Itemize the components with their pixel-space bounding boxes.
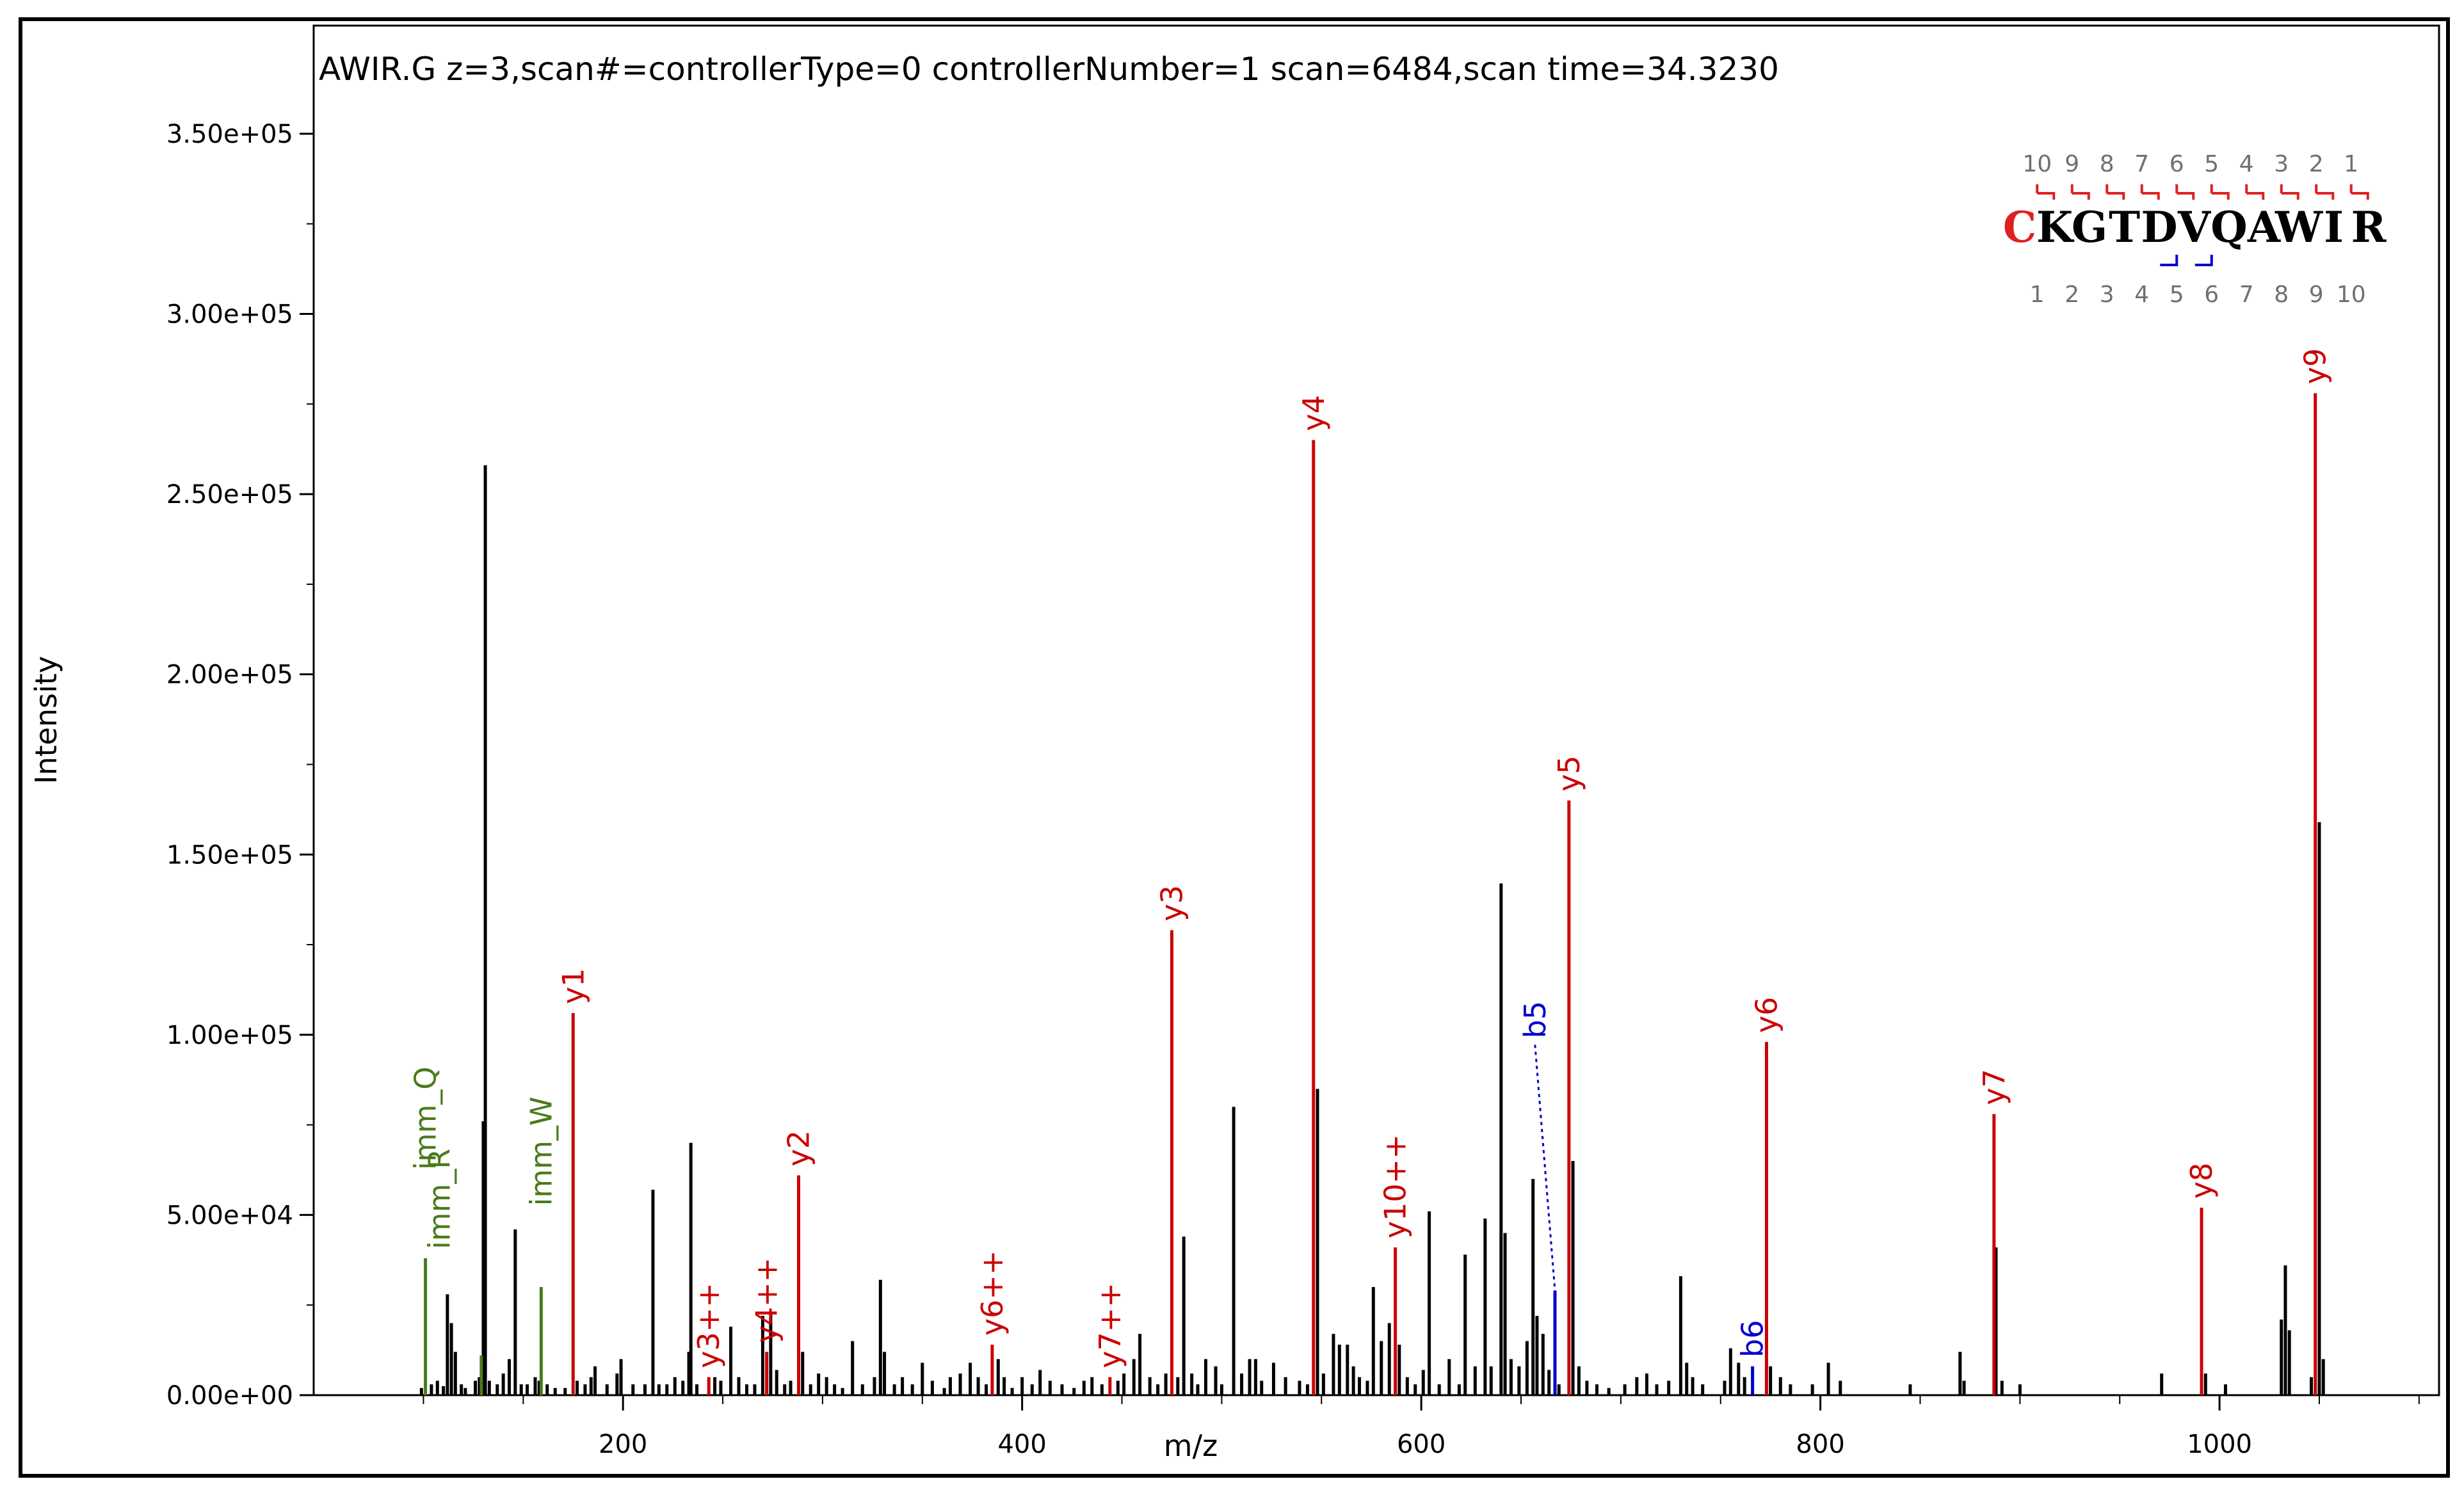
- x-tick-label: 400: [997, 1430, 1046, 1459]
- peak-label-y3++: y3++: [691, 1283, 726, 1368]
- b-ion-number: 5: [2170, 282, 2184, 308]
- peak-label-y7: y7: [1977, 1069, 2011, 1105]
- peak-label-y4: y4: [1296, 395, 1331, 431]
- y-tick-label: 5.00e+04: [166, 1201, 293, 1230]
- peak-label-b5: b5: [1518, 1001, 1552, 1038]
- b-ion-number: 3: [2100, 282, 2114, 308]
- sequence-residue: Q: [2210, 202, 2248, 252]
- frame-border: [19, 17, 2450, 1478]
- sequence-residue: I: [2324, 202, 2344, 252]
- peptide-sequence-map: C KG T D V Q AW I R10 9 8 7 6 5 4 3 2 11 2 3 4 5 6 7 8 9 10: [2003, 151, 2387, 308]
- y-ion-cleavage-mark: [2210, 184, 2230, 200]
- y-ion-cleavage-mark: [2106, 184, 2125, 200]
- b-ion-number: 10: [2337, 282, 2366, 308]
- y-ion-cleavage-mark: [2349, 184, 2369, 200]
- y-ion-cleavage-mark: [2315, 184, 2335, 200]
- sequence-residue: A: [2247, 202, 2281, 252]
- y-axis: 0.00e+00 5.00e+04 1.00e+05 1.50e+05 2.00e+05…: [166, 120, 314, 1411]
- sequence-residue: T: [2109, 202, 2140, 252]
- y-tick-label: 3.50e+05: [166, 120, 293, 149]
- peaks-layer: [419, 393, 2325, 1395]
- y-ion-cleavage-mark: [2280, 184, 2299, 200]
- y-tick-label: 2.00e+05: [166, 660, 293, 690]
- y-tick-label: 1.00e+05: [166, 1021, 293, 1050]
- sequence-residue: V: [2177, 202, 2212, 252]
- peak-label-y2: y2: [782, 1130, 816, 1167]
- peak-label-y4++: y4++: [750, 1258, 784, 1343]
- y-ion-number: 6: [2170, 151, 2184, 177]
- sequence-residue: W: [2275, 202, 2323, 252]
- x-axis: 200 400 600 800 1000: [423, 1395, 2420, 1459]
- y-tick-label: 2.50e+05: [166, 480, 293, 509]
- y-ion-cleavage-mark: [2036, 184, 2056, 200]
- sequence-residue: D: [2141, 202, 2177, 252]
- y-tick-label: 1.50e+05: [166, 840, 293, 870]
- peak-label-y6: y6: [1749, 997, 1784, 1034]
- b-ion-number: 9: [2309, 282, 2324, 308]
- peak-label-imm_Q: imm_Q: [408, 1066, 443, 1170]
- y-tick-label: 3.00e+05: [166, 300, 293, 330]
- y-ion-number: 7: [2134, 151, 2149, 177]
- x-tick-label: 600: [1397, 1430, 1445, 1459]
- peak-label-y8: y8: [2184, 1163, 2219, 1199]
- y-ion-number: 9: [2065, 151, 2079, 177]
- y-ion-number: 1: [2344, 151, 2358, 177]
- peak-label-y6++: y6++: [975, 1251, 1010, 1336]
- x-tick-label: 200: [599, 1430, 647, 1459]
- b-ion-number: 4: [2134, 282, 2149, 308]
- x-tick-label: 1000: [2187, 1430, 2252, 1459]
- peak-label-y1: y1: [556, 968, 590, 1005]
- y-ion-number: 10: [2022, 151, 2052, 177]
- y-ion-cleavage-mark: [2245, 184, 2265, 200]
- x-tick-label: 800: [1796, 1430, 1844, 1459]
- y-tick-label: 0.00e+00: [166, 1381, 293, 1411]
- peak-label-imm_R: imm_R: [422, 1149, 456, 1249]
- b-ion-cleavage-mark: [2194, 255, 2213, 266]
- plot-area: [312, 24, 2440, 1396]
- x-axis-label: m/z: [1164, 1428, 1218, 1463]
- peak-label-b6: b6: [1735, 1320, 1770, 1357]
- sequence-residue: R: [2351, 202, 2387, 252]
- peak-label-y7++: y7++: [1093, 1283, 1127, 1368]
- peak-label-imm_W: imm_W: [524, 1097, 558, 1206]
- peak-label-y3: y3: [1154, 885, 1189, 922]
- y-ion-cleavage-mark: [2140, 184, 2160, 200]
- peak-label-y5: y5: [1552, 755, 1586, 792]
- b5-leader-line: [1534, 1044, 1556, 1291]
- y-ion-number: 4: [2239, 151, 2254, 177]
- peak-label-y10++: y10++: [1378, 1134, 1413, 1238]
- y-ion-number: 8: [2100, 151, 2114, 177]
- y-ion-number: 5: [2204, 151, 2219, 177]
- sequence-residue: G: [2072, 202, 2107, 252]
- b-ion-number: 6: [2204, 282, 2219, 308]
- y-ion-number: 2: [2309, 151, 2324, 177]
- y-ion-number: 3: [2274, 151, 2289, 177]
- sequence-residue: C: [2003, 202, 2037, 252]
- y-axis-label: Intensity: [29, 656, 63, 784]
- y-ion-cleavage-mark: [2070, 184, 2090, 200]
- b-ion-number: 7: [2239, 282, 2254, 308]
- b-ion-number: 8: [2274, 282, 2289, 308]
- peak-label-y9: y9: [2298, 348, 2333, 385]
- b-ion-number: 1: [2030, 282, 2045, 308]
- sequence-residue: K: [2036, 202, 2075, 252]
- chart-title: AWIR.G z=3,scan#=controllerType=0 contro…: [319, 51, 1779, 88]
- b-ion-cleavage-mark: [2160, 255, 2178, 266]
- y-ion-cleavage-mark: [2175, 184, 2195, 200]
- plot-border: [312, 24, 2440, 1396]
- b-ion-number: 2: [2065, 282, 2079, 308]
